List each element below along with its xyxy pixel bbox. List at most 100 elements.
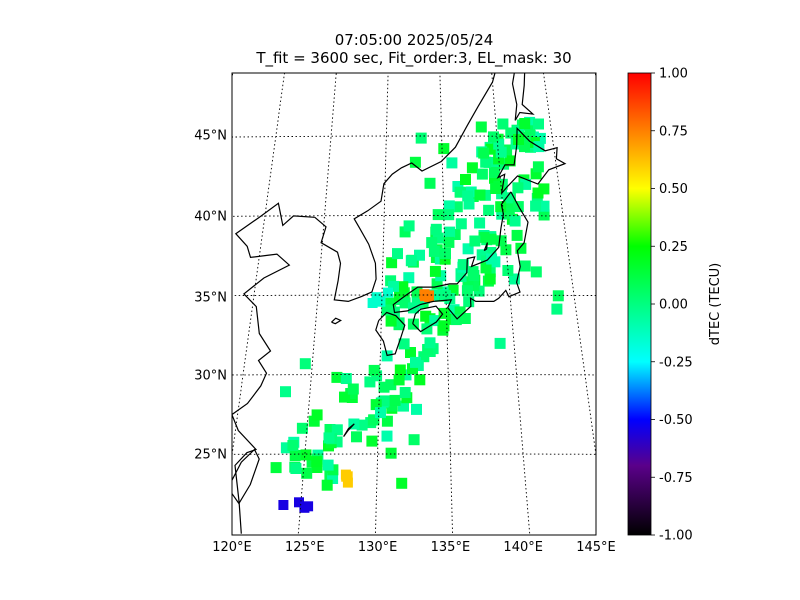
parallel-line — [246, 57, 592, 58]
dtec-cell — [410, 356, 421, 368]
dtec-cell — [422, 344, 434, 355]
parallel-line — [232, 135, 596, 138]
dtec-cell — [400, 369, 412, 381]
dtec-cell — [462, 243, 474, 255]
dtec-cell — [438, 143, 450, 155]
dtec-cell — [280, 442, 292, 454]
dtec-cell — [311, 409, 323, 421]
latitude-tick-label: 25°N — [194, 448, 227, 463]
dtec-data-layer — [270, 116, 564, 513]
dtec-cell — [454, 306, 466, 318]
dtec-cell — [403, 272, 415, 284]
dtec-cell — [534, 132, 546, 144]
dtec-cell — [462, 276, 474, 288]
dtec-cell — [454, 186, 466, 198]
dtec-cell — [485, 247, 497, 258]
dtec-cell — [474, 217, 486, 229]
dtec-cell — [530, 168, 542, 180]
dtec-cell — [503, 207, 515, 219]
dtec-cell — [356, 419, 368, 431]
dtec-cell — [308, 415, 320, 427]
dtec-cell — [519, 141, 530, 153]
dtec-cell — [393, 374, 405, 386]
dtec-cell — [519, 260, 531, 272]
dtec-cell — [485, 143, 497, 155]
dtec-cell — [552, 290, 564, 302]
dtec-cell — [375, 407, 386, 419]
dtec-cell-anomaly — [424, 292, 434, 302]
dtec-cell-anomaly — [299, 502, 310, 513]
latitude-tick-labels: 25°N 30°N 35°N 40°N 45°N — [194, 129, 227, 463]
dtec-cell — [463, 198, 475, 210]
colorbar-tick-label: 0.00 — [659, 298, 688, 313]
dtec-cell — [530, 200, 542, 212]
dtec-cell — [393, 317, 405, 329]
dtec-cell — [496, 208, 508, 220]
dtec-cell — [509, 215, 521, 227]
dtec-cell — [280, 386, 291, 398]
dtec-cell — [327, 473, 339, 484]
dtec-cell-anomaly — [342, 471, 353, 482]
dtec-cell — [364, 376, 376, 388]
dtec-cell — [505, 127, 517, 139]
dtec-cell — [468, 270, 480, 281]
dtec-cell — [443, 209, 455, 221]
dtec-cell — [532, 187, 544, 199]
dtec-cell — [381, 415, 393, 427]
dtec-cell — [324, 424, 336, 435]
dtec-cell — [418, 351, 430, 363]
dtec-cell — [457, 259, 469, 271]
dtec-cell — [480, 262, 492, 274]
dtec-cell — [511, 229, 523, 241]
colorbar-tick-label: -0.75 — [659, 471, 693, 486]
dtec-cell — [296, 422, 308, 434]
dtec-cell — [420, 310, 432, 322]
dtec-cell — [385, 379, 397, 391]
dtec-cell — [490, 183, 502, 194]
colorbar-gradient — [627, 72, 652, 536]
dtec-cell — [448, 304, 460, 316]
dtec-cell — [452, 181, 464, 192]
dtec-cell — [443, 200, 455, 212]
dtec-cell — [411, 286, 423, 298]
dtec-cell — [381, 430, 393, 442]
parallel-line — [232, 374, 596, 376]
dtec-cell — [469, 235, 481, 247]
dtec-cell — [512, 182, 524, 194]
plot-title-time: 07:05:00 2025/05/24 — [334, 31, 494, 49]
dtec-cell — [399, 387, 411, 398]
dtec-cell — [461, 285, 473, 297]
dtec-cell — [474, 189, 486, 201]
dtec-cell — [484, 273, 496, 285]
dtec-cell — [530, 266, 542, 278]
dtec-cell — [515, 242, 527, 254]
dtec-cell — [289, 450, 301, 461]
dtec-cell — [321, 479, 333, 491]
coastline-segment — [392, 191, 529, 320]
coastline-segment — [483, 242, 488, 252]
dtec-cell — [438, 307, 450, 319]
colorbar-tick-label: 0.75 — [659, 124, 688, 139]
dtec-cell — [431, 278, 443, 290]
dtec-cell — [385, 315, 397, 327]
dtec-cell — [502, 265, 514, 276]
dtec-cell — [379, 395, 391, 407]
dtec-cell — [485, 233, 497, 245]
graticule — [232, 57, 596, 535]
dtec-cell — [347, 383, 359, 395]
dtec-cell — [407, 363, 418, 375]
colorbar-tick-label: 0.25 — [659, 240, 688, 255]
dtec-cell-anomaly — [375, 296, 386, 307]
dtec-cell — [411, 403, 422, 415]
dtec-cell — [408, 434, 420, 446]
dtec-cell — [488, 131, 499, 143]
colorbar-tick-label: -1.00 — [659, 529, 693, 544]
coastline-segment — [496, 126, 567, 194]
dtec-cell — [394, 290, 405, 302]
coastline — [232, 73, 567, 534]
dtec-cell — [538, 200, 550, 212]
dtec-cell — [424, 177, 436, 189]
parallel-line — [232, 453, 596, 455]
